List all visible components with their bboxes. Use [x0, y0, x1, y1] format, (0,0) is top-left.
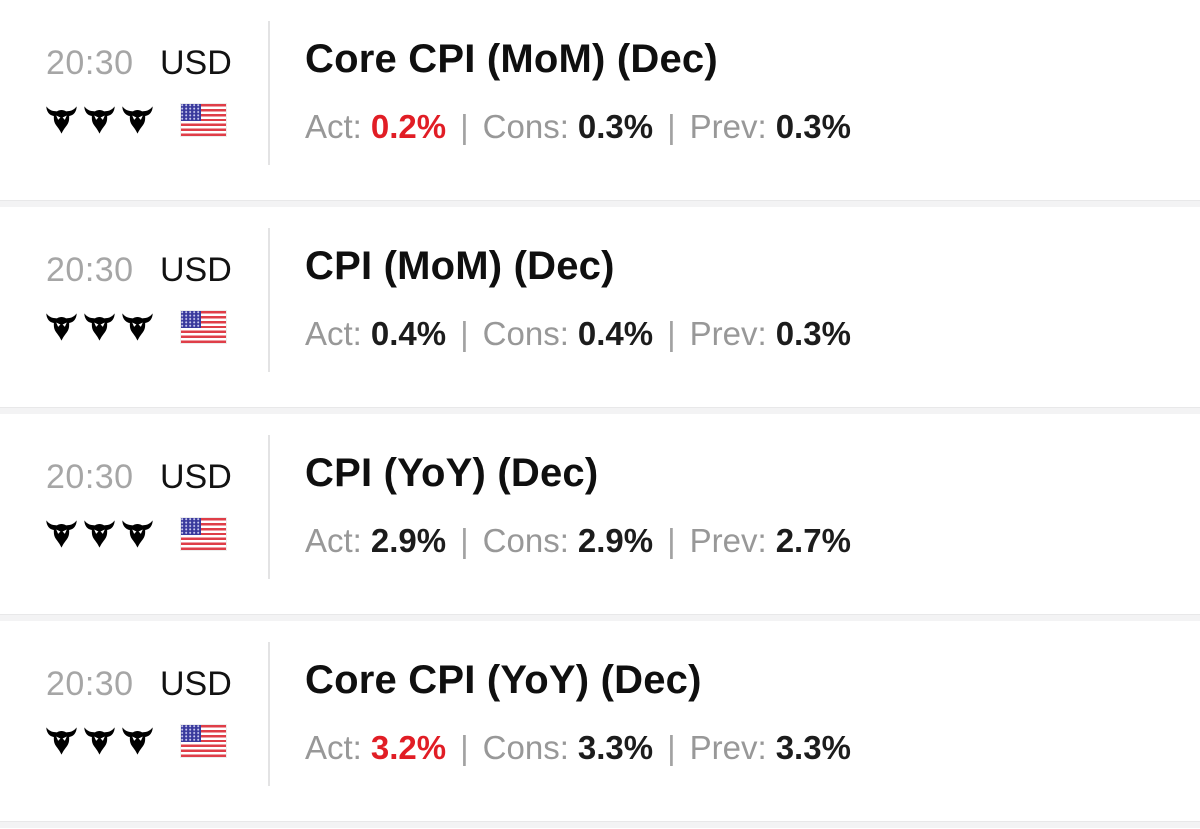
event-title[interactable]: Core CPI (MoM) (Dec)	[305, 37, 718, 81]
bull-icon	[122, 105, 153, 135]
event-values: Act: 3.2% | Cons: 3.3% | Prev: 3.3%	[305, 729, 851, 767]
us-flag-icon	[180, 725, 226, 757]
event-time: 20:30	[46, 665, 134, 703]
event-title[interactable]: CPI (MoM) (Dec)	[305, 244, 615, 288]
vertical-divider	[268, 228, 270, 372]
event-time: 20:30	[46, 251, 134, 289]
actual-label: Act:	[305, 522, 362, 559]
row-separator	[0, 821, 1200, 828]
event-title[interactable]: Core CPI (YoY) (Dec)	[305, 658, 702, 702]
event-values: Act: 2.9% | Cons: 2.9% | Prev: 2.7%	[305, 522, 851, 560]
actual-label: Act:	[305, 315, 362, 352]
event-currency: USD	[160, 44, 232, 82]
event-row[interactable]: 20:30 USD CPI (MoM) (Dec) Act: 0.4% | Co…	[0, 207, 1200, 407]
event-title[interactable]: CPI (YoY) (Dec)	[305, 451, 599, 495]
previous-value: 2.7%	[775, 522, 851, 559]
vertical-divider	[268, 435, 270, 579]
previous-label: Prev:	[689, 108, 767, 145]
consensus-value: 0.3%	[577, 108, 654, 145]
actual-label: Act:	[305, 729, 362, 766]
event-values: Act: 0.4% | Cons: 0.4% | Prev: 0.3%	[305, 315, 851, 353]
bull-icon	[46, 519, 77, 549]
consensus-label: Cons:	[482, 108, 569, 145]
row-separator	[0, 407, 1200, 414]
event-row[interactable]: 20:30 USD Core CPI (YoY) (Dec) Act: 3.2%…	[0, 621, 1200, 821]
previous-value: 0.3%	[775, 108, 851, 145]
bull-icon	[122, 519, 153, 549]
event-time: 20:30	[46, 458, 134, 496]
event-values: Act: 0.2% | Cons: 0.3% | Prev: 0.3%	[305, 108, 851, 146]
event-main: Core CPI (MoM) (Dec) Act: 0.2% | Cons: 0…	[305, 0, 851, 146]
previous-label: Prev:	[689, 315, 767, 352]
us-flag-icon	[180, 104, 226, 136]
vertical-divider	[268, 642, 270, 786]
bull-icon	[122, 726, 153, 756]
pipe-separator: |	[460, 729, 469, 766]
actual-value: 0.2%	[370, 108, 447, 145]
vertical-divider	[268, 21, 270, 165]
consensus-value: 3.3%	[577, 729, 654, 766]
row-separator	[0, 200, 1200, 207]
us-flag-icon	[180, 311, 226, 343]
event-meta: 20:30 USD	[46, 458, 246, 550]
bull-icon	[84, 105, 115, 135]
event-time: 20:30	[46, 44, 134, 82]
importance-bulls	[46, 518, 160, 550]
pipe-separator: |	[667, 108, 676, 145]
consensus-label: Cons:	[482, 522, 569, 559]
consensus-label: Cons:	[482, 315, 569, 352]
event-row[interactable]: 20:30 USD Core CPI (MoM) (Dec) Act: 0.2%…	[0, 0, 1200, 200]
event-main: Core CPI (YoY) (Dec) Act: 3.2% | Cons: 3…	[305, 621, 851, 767]
pipe-separator: |	[460, 522, 469, 559]
previous-value: 3.3%	[775, 729, 851, 766]
consensus-label: Cons:	[482, 729, 569, 766]
event-row[interactable]: 20:30 USD CPI (YoY) (Dec) Act: 2.9% | Co…	[0, 414, 1200, 614]
event-meta: 20:30 USD	[46, 665, 246, 757]
previous-label: Prev:	[689, 729, 767, 766]
event-main: CPI (YoY) (Dec) Act: 2.9% | Cons: 2.9% |…	[305, 414, 851, 560]
importance-bulls	[46, 311, 160, 343]
bull-icon	[46, 105, 77, 135]
pipe-separator: |	[460, 108, 469, 145]
event-meta: 20:30 USD	[46, 44, 246, 136]
event-currency: USD	[160, 458, 232, 496]
bull-icon	[46, 312, 77, 342]
event-currency: USD	[160, 251, 232, 289]
bull-icon	[84, 312, 115, 342]
pipe-separator: |	[460, 315, 469, 352]
consensus-value: 0.4%	[577, 315, 654, 352]
importance-bulls	[46, 725, 160, 757]
row-separator	[0, 614, 1200, 621]
actual-value: 0.4%	[370, 315, 447, 352]
previous-label: Prev:	[689, 522, 767, 559]
actual-label: Act:	[305, 108, 362, 145]
previous-value: 0.3%	[775, 315, 851, 352]
bull-icon	[122, 312, 153, 342]
us-flag-icon	[180, 518, 226, 550]
importance-bulls	[46, 104, 160, 136]
bull-icon	[84, 726, 115, 756]
actual-value: 3.2%	[370, 729, 447, 766]
bull-icon	[46, 726, 77, 756]
pipe-separator: |	[667, 729, 676, 766]
pipe-separator: |	[667, 522, 676, 559]
pipe-separator: |	[667, 315, 676, 352]
consensus-value: 2.9%	[577, 522, 654, 559]
event-currency: USD	[160, 665, 232, 703]
event-main: CPI (MoM) (Dec) Act: 0.4% | Cons: 0.4% |…	[305, 207, 851, 353]
actual-value: 2.9%	[370, 522, 447, 559]
event-meta: 20:30 USD	[46, 251, 246, 343]
bull-icon	[84, 519, 115, 549]
